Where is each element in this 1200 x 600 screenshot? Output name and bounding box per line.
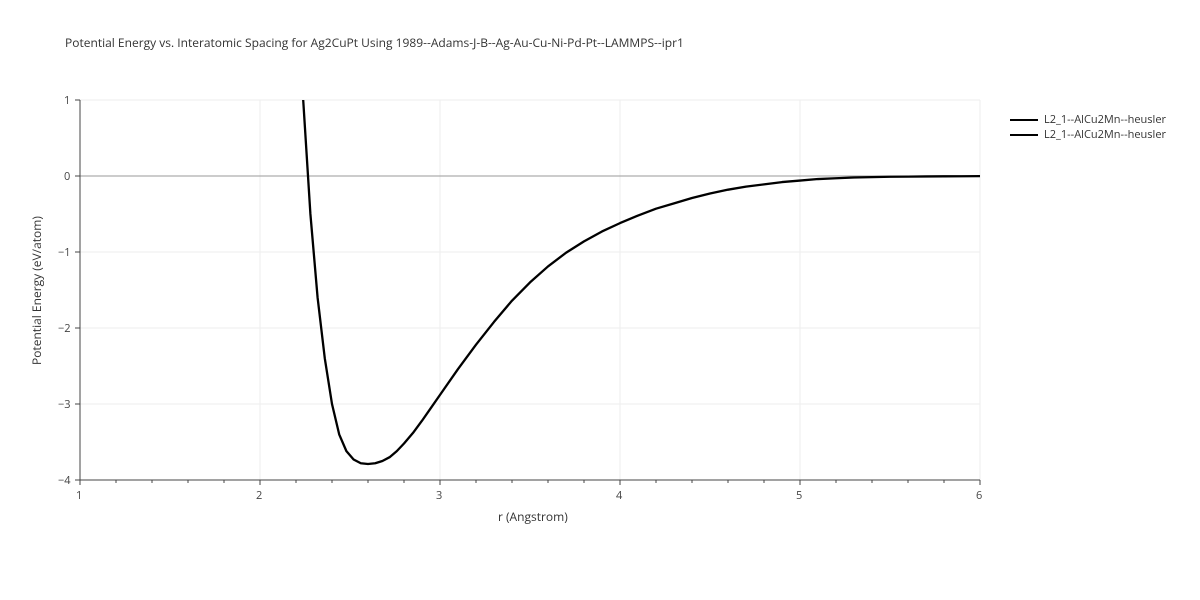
- y-tick-label: −3: [58, 397, 71, 412]
- y-tick-label: −4: [58, 473, 71, 488]
- legend-swatch: [1010, 134, 1038, 136]
- legend-label: L2_1--AlCu2Mn--heusler: [1044, 112, 1166, 127]
- legend-item[interactable]: L2_1--AlCu2Mn--heusler: [1010, 127, 1166, 142]
- x-tick-label: 1: [76, 488, 82, 503]
- y-tick-label: −1: [58, 245, 71, 260]
- legend-swatch: [1010, 119, 1038, 121]
- x-tick-label: 6: [976, 488, 982, 503]
- x-tick-label: 3: [436, 488, 442, 503]
- series-line: [296, 0, 980, 464]
- x-tick-label: 2: [256, 488, 262, 503]
- x-tick-label: 5: [796, 488, 802, 503]
- y-tick-label: 0: [64, 169, 70, 184]
- y-tick-label: 1: [64, 93, 70, 108]
- legend-item[interactable]: L2_1--AlCu2Mn--heusler: [1010, 112, 1166, 127]
- plot-area: [0, 0, 1200, 600]
- legend-label: L2_1--AlCu2Mn--heusler: [1044, 127, 1166, 142]
- y-tick-label: −2: [58, 321, 71, 336]
- x-tick-label: 4: [616, 488, 622, 503]
- legend: L2_1--AlCu2Mn--heuslerL2_1--AlCu2Mn--heu…: [1010, 112, 1166, 142]
